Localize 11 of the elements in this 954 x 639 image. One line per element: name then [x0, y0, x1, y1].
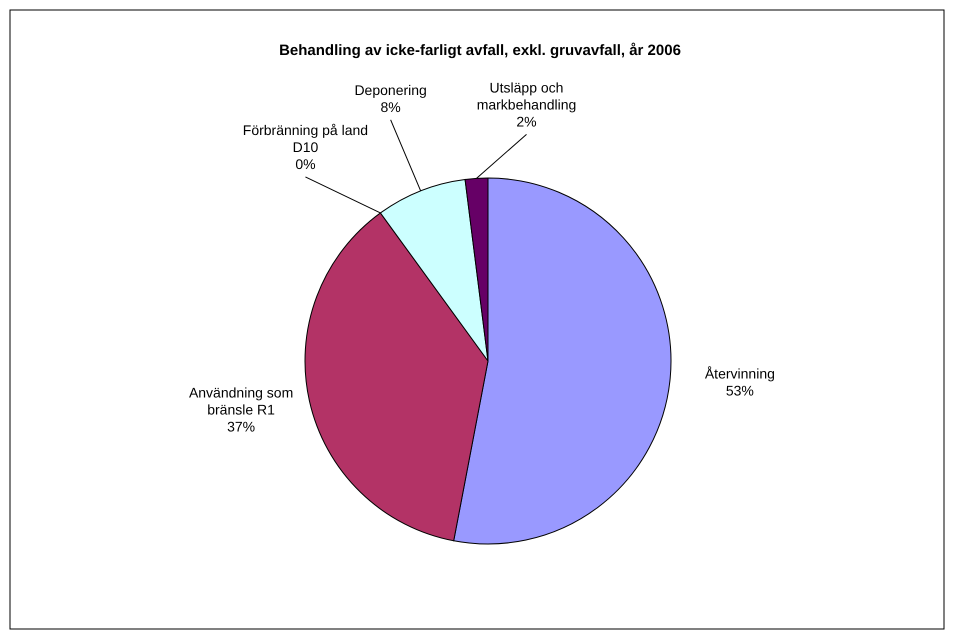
data-label: 8%: [380, 98, 401, 115]
slice-label: Återvinning: [704, 365, 775, 382]
data-label: 2%: [516, 113, 537, 130]
slice-label: Användning som bränsle R1: [188, 384, 294, 418]
slice-label: Utsläpp och markbehandling: [476, 79, 576, 112]
slice-label: Deponering: [354, 82, 427, 98]
data-label: 37%: [227, 418, 256, 435]
text: 0%: [295, 156, 316, 172]
data-label: 53%: [726, 382, 754, 398]
category-label: Förbränning på land D10: [242, 122, 368, 155]
chart-title: Behandling av icke-farligt avfall, exkl. gruvavfall, år 2006: [279, 42, 681, 59]
